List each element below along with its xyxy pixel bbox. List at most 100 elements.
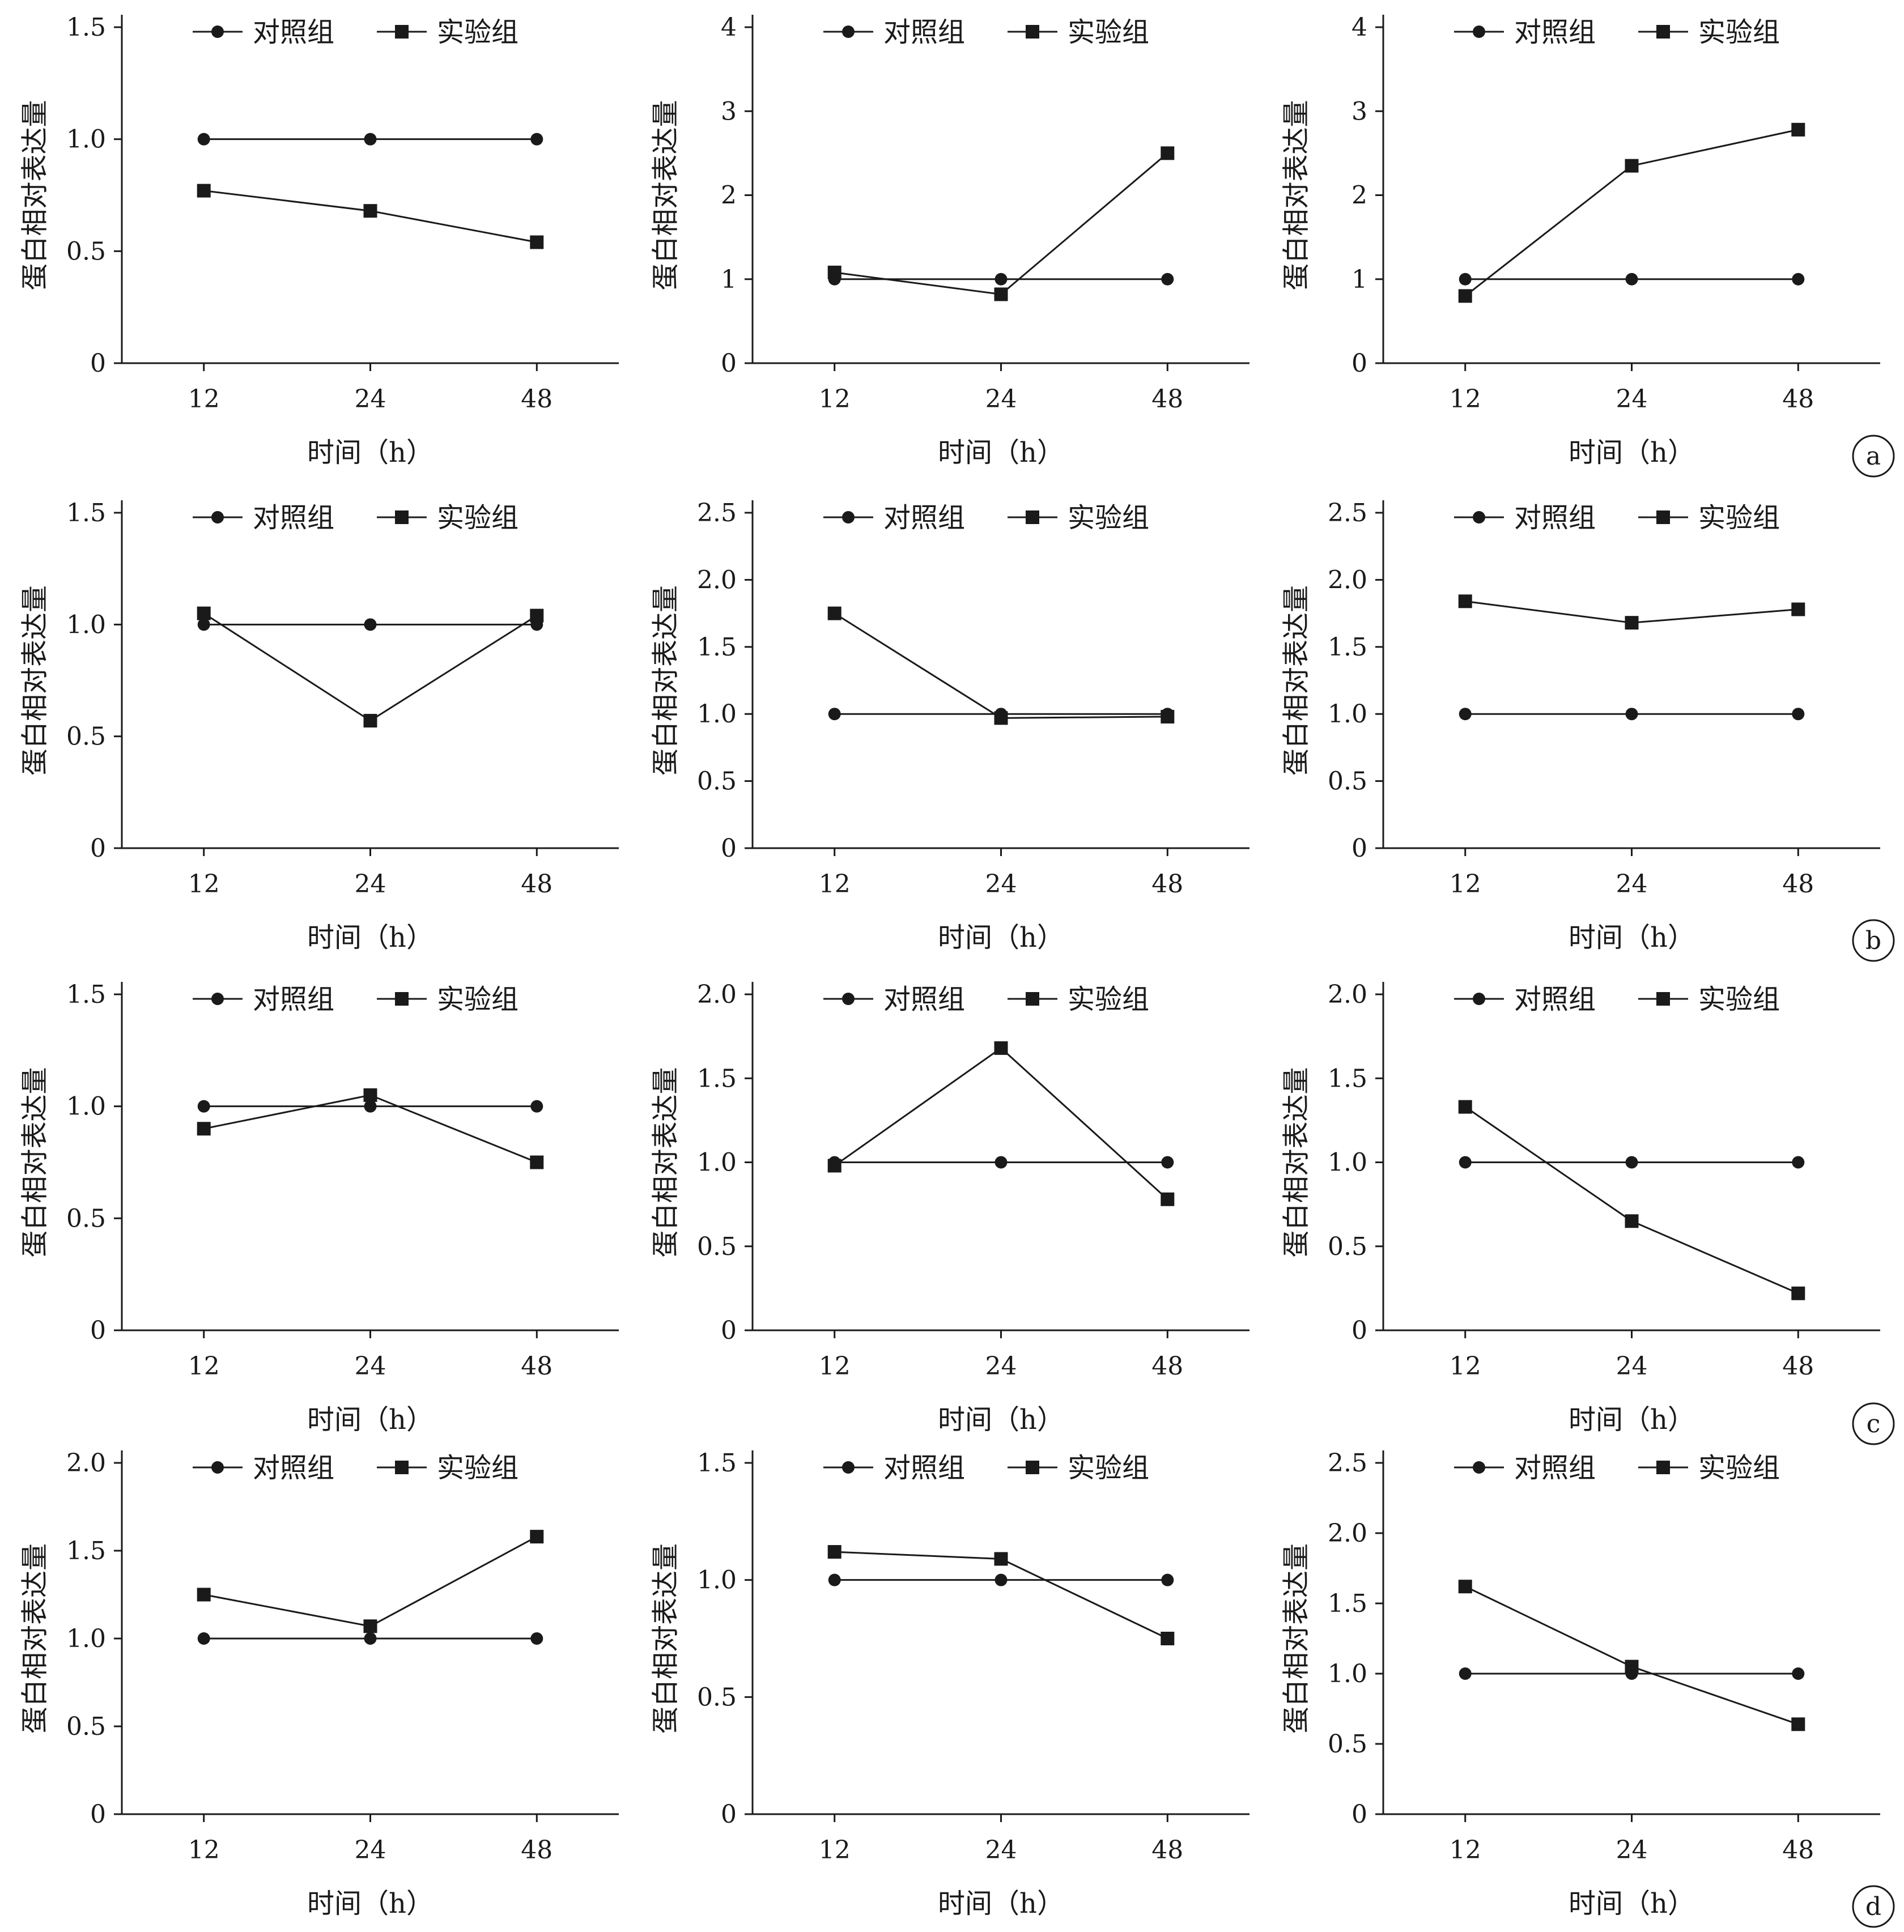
y-tick-label: 0.5	[66, 237, 106, 266]
panel-label-a: a	[1852, 435, 1895, 478]
data-point-experiment	[363, 714, 377, 728]
data-point-control	[364, 618, 377, 631]
legend-label: 对照组	[253, 16, 334, 48]
y-tick-label: 0	[1352, 1800, 1367, 1829]
y-tick-label: 1.0	[66, 1092, 106, 1121]
y-tick-label: 0.5	[697, 767, 737, 796]
y-tick-label: 0	[721, 1800, 737, 1829]
legend-marker-circle	[1473, 25, 1485, 38]
legend-label: 对照组	[883, 502, 965, 534]
legend-label: 对照组	[883, 984, 965, 1015]
legend-label: 对照组	[1514, 502, 1596, 534]
y-tick-label: 2.0	[697, 980, 737, 1009]
y-tick-label: 2.5	[1328, 1449, 1367, 1478]
x-tick-label: 48	[1782, 1352, 1814, 1381]
y-tick-label: 1.0	[697, 1566, 737, 1595]
y-axis-title: 蛋白相对表达量	[650, 100, 682, 290]
x-tick-label: 12	[819, 385, 851, 414]
x-axis-title: 时间（h）	[938, 922, 1064, 954]
y-tick-label: 0	[721, 349, 737, 378]
x-tick-label: 12	[819, 870, 851, 899]
y-tick-label: 1.5	[66, 499, 106, 527]
panel-label-c: c	[1852, 1402, 1895, 1445]
x-axis-title: 时间（h）	[307, 1888, 434, 1920]
data-point-experiment	[530, 235, 544, 249]
y-tick-label: 0.5	[66, 1712, 106, 1741]
x-tick-label: 24	[1616, 870, 1648, 899]
legend-marker-circle	[211, 993, 224, 1005]
y-tick-label: 2.0	[1328, 980, 1367, 1009]
legend-label: 实验组	[1068, 1452, 1149, 1484]
x-tick-label: 12	[1450, 1836, 1481, 1865]
y-tick-label: 0	[90, 349, 106, 378]
data-point-control	[1792, 708, 1805, 721]
legend-label: 实验组	[1068, 502, 1149, 534]
y-tick-label: 0.5	[697, 1683, 737, 1712]
data-point-experiment	[1161, 709, 1175, 724]
y-tick-label: 2.0	[697, 565, 737, 594]
panel-label-text: c	[1867, 1410, 1881, 1439]
legend-marker-square	[1656, 510, 1670, 524]
legend-marker-square	[395, 25, 409, 39]
x-tick-label: 48	[521, 1352, 552, 1381]
data-point-control	[1459, 273, 1472, 286]
legend-label: 实验组	[1698, 16, 1780, 48]
legend-marker-circle	[211, 511, 224, 524]
data-point-experiment	[1458, 594, 1472, 608]
data-point-experiment	[197, 184, 211, 198]
y-axis-title: 蛋白相对表达量	[19, 1067, 51, 1257]
data-point-experiment	[363, 204, 377, 218]
y-tick-label: 1	[1352, 265, 1367, 294]
data-point-experiment	[1458, 1100, 1472, 1114]
panel-label-circle	[1852, 919, 1895, 962]
data-point-control	[530, 1100, 543, 1113]
data-point-experiment	[1458, 289, 1472, 303]
y-tick-label: 1.0	[1328, 1659, 1367, 1688]
data-point-experiment	[994, 287, 1008, 301]
x-tick-label: 24	[355, 870, 386, 899]
data-point-control	[828, 1573, 841, 1586]
data-point-control	[197, 133, 210, 146]
x-tick-label: 48	[1782, 385, 1814, 414]
x-tick-label: 24	[985, 385, 1017, 414]
legend-marker-circle	[1473, 511, 1485, 524]
legend-label: 对照组	[253, 502, 334, 534]
data-point-experiment	[1791, 602, 1805, 616]
x-tick-label: 24	[985, 1836, 1017, 1865]
data-point-control	[1459, 708, 1472, 721]
legend-label: 对照组	[253, 984, 334, 1015]
data-point-control	[364, 1100, 377, 1113]
data-point-control	[1792, 1667, 1805, 1680]
data-point-control	[994, 1573, 1008, 1586]
legend-marker-square	[1656, 25, 1670, 39]
data-point-control	[1459, 1667, 1472, 1680]
series-line-experiment	[834, 1046, 1168, 1200]
panel-label-text: d	[1865, 1892, 1881, 1921]
x-axis-title: 时间（h）	[307, 437, 434, 469]
series-line-experiment	[203, 1535, 538, 1627]
chart-panel-8: 0 0.5 1.0 1.5 2.0 12 24 48 时间（h） 蛋白相对表达量 对照组 实验组	[650, 980, 1250, 1436]
x-axis-title: 时间（h）	[938, 1404, 1064, 1436]
y-tick-label: 1.5	[66, 13, 106, 42]
legend-label: 对照组	[1514, 1452, 1596, 1484]
y-tick-label: 0.5	[697, 1232, 737, 1261]
x-axis-title: 时间（h）	[1569, 437, 1695, 469]
data-point-experiment	[1161, 1632, 1175, 1645]
y-tick-label: 0.5	[66, 1204, 106, 1233]
x-tick-label: 12	[1450, 385, 1481, 414]
y-tick-label: 1.5	[697, 1064, 737, 1093]
legend-marker-circle	[842, 1461, 855, 1474]
x-axis-title: 时间（h）	[1569, 922, 1695, 954]
data-point-control	[364, 1632, 377, 1645]
data-point-control	[994, 1156, 1008, 1169]
data-point-control	[1625, 273, 1638, 286]
y-tick-label: 2	[1352, 181, 1367, 210]
data-point-experiment	[1625, 1214, 1639, 1228]
legend-label: 实验组	[1698, 984, 1780, 1015]
legend-label: 实验组	[437, 984, 518, 1015]
y-tick-label: 0	[90, 1316, 106, 1345]
legend-marker-circle	[211, 1461, 224, 1474]
x-axis-title: 时间（h）	[938, 1888, 1064, 1920]
y-axis-title: 蛋白相对表达量	[19, 100, 51, 290]
data-point-experiment	[827, 265, 842, 279]
